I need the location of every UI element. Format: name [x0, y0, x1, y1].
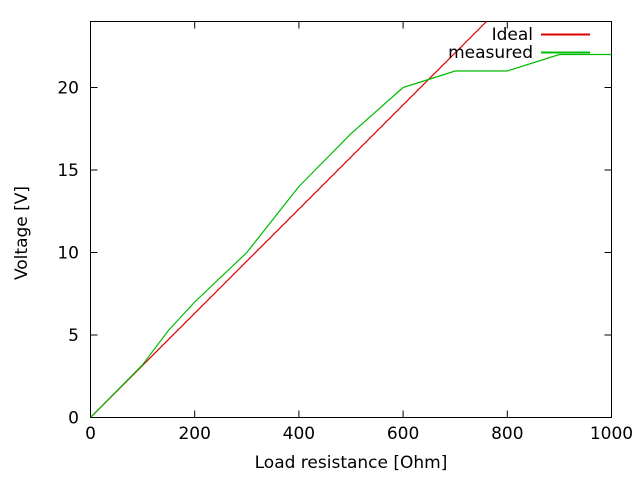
- x-tick-label: 200: [178, 424, 210, 444]
- y-tick-label: 15: [57, 161, 79, 181]
- y-tick-label: 5: [68, 326, 79, 346]
- y-axis-title: Voltage [V]: [12, 186, 32, 280]
- y-tick-label: 10: [57, 244, 79, 264]
- legend-label-measured: measured: [448, 43, 533, 63]
- legend-label-ideal: Ideal: [492, 25, 533, 45]
- y-tick-label: 20: [57, 79, 79, 99]
- x-tick-label: 1000: [590, 424, 633, 444]
- plot-border: [90, 21, 612, 418]
- x-tick-label: 600: [387, 424, 419, 444]
- x-axis-title: Load resistance [Ohm]: [255, 453, 448, 473]
- y-tick-label: 0: [68, 409, 79, 429]
- plot-area: 0 200 400 600 800 1000 0 5 10 15 20: [57, 21, 633, 444]
- legend: Ideal measured: [448, 25, 590, 63]
- x-tick-label: 800: [491, 424, 523, 444]
- x-tick-label: 400: [283, 424, 315, 444]
- series-ideal: [90, 21, 488, 418]
- x-tick-label: 0: [85, 424, 96, 444]
- series-measured: [90, 53, 612, 418]
